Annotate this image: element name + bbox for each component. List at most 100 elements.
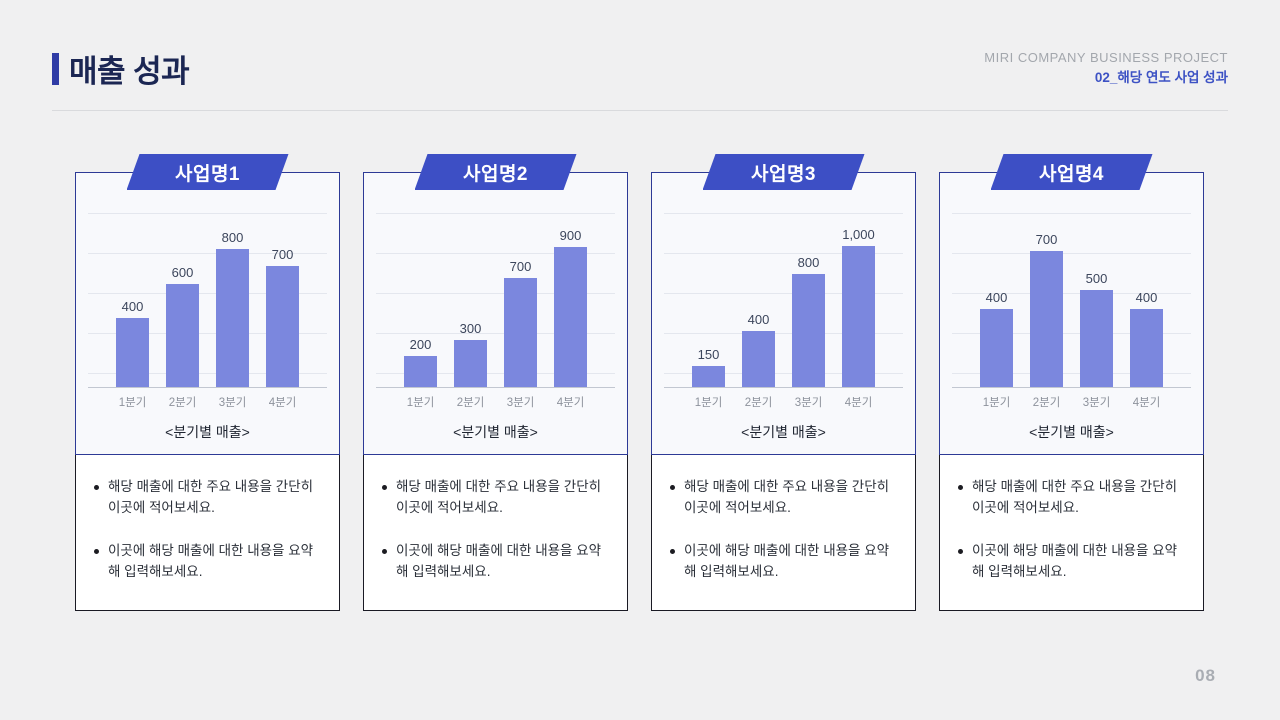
chart-plot-area: 150 400 800 1,000 bbox=[664, 213, 903, 388]
banner-1: 사업명1 bbox=[127, 154, 289, 190]
bullet-item: 해당 매출에 대한 주요 내용을 간단히 이곳에 적어보세요. bbox=[382, 477, 611, 519]
bar-column: 800 bbox=[216, 230, 249, 387]
brand-block: MIRI COMPANY BUSINESS PROJECT 02_해당 연도 사… bbox=[984, 46, 1228, 88]
banner-4: 사업명4 bbox=[991, 154, 1153, 190]
x-axis-label: 4분기 bbox=[1132, 397, 1161, 409]
bar bbox=[116, 318, 149, 387]
banner-2: 사업명2 bbox=[415, 154, 577, 190]
bar-value-label: 700 bbox=[271, 247, 294, 262]
bar bbox=[454, 340, 487, 387]
chart-panel-4: 사업명4 400 700 500 400 1분기 2분기 3분기 4분기 <분기별 매출> bbox=[939, 172, 1204, 455]
x-axis-label: 1분기 bbox=[118, 397, 147, 409]
bar-value-label: 700 bbox=[509, 259, 532, 274]
bar-value-label: 800 bbox=[221, 230, 244, 245]
bar bbox=[404, 356, 437, 387]
bar-column: 400 bbox=[980, 290, 1013, 387]
bar-value-label: 300 bbox=[459, 321, 482, 336]
x-axis-label: 3분기 bbox=[1082, 397, 1111, 409]
bar-value-label: 900 bbox=[559, 228, 582, 243]
bar bbox=[742, 331, 775, 387]
bar-value-label: 150 bbox=[697, 347, 720, 362]
bar bbox=[842, 246, 875, 387]
banner-3: 사업명3 bbox=[703, 154, 865, 190]
bar-column: 900 bbox=[554, 228, 587, 387]
bullet-item: 이곳에 해당 매출에 대한 내용을 요약해 입력해보세요. bbox=[382, 541, 611, 583]
x-axis-label: 2분기 bbox=[456, 397, 485, 409]
business-card-4: 사업명4 400 700 500 400 1분기 2분기 3분기 4분기 <분기별 매출> … bbox=[939, 172, 1204, 611]
bullet-text: 해당 매출에 대한 주요 내용을 간단히 이곳에 적어보세요. bbox=[108, 479, 314, 515]
bar bbox=[692, 366, 725, 387]
bullet-text: 이곳에 해당 매출에 대한 내용을 요약해 입력해보세요. bbox=[972, 542, 1178, 579]
notes-panel-2: 해당 매출에 대한 주요 내용을 간단히 이곳에 적어보세요. 이곳에 해당 매… bbox=[363, 455, 628, 611]
bullet-text: 이곳에 해당 매출에 대한 내용을 요약해 입력해보세요. bbox=[108, 542, 314, 579]
title-block: 매출 성과 bbox=[52, 46, 190, 91]
bullet-item: 해당 매출에 대한 주요 내용을 간단히 이곳에 적어보세요. bbox=[958, 477, 1187, 519]
page-number: 08 bbox=[1195, 666, 1216, 685]
chart-panel-1: 사업명1 400 600 800 700 1분기 2분기 3분기 4분기 <분기별 매출> bbox=[75, 172, 340, 455]
bar-value-label: 400 bbox=[985, 290, 1008, 305]
bar bbox=[266, 266, 299, 387]
x-axis-labels: 1분기 2분기 3분기 4분기 bbox=[664, 394, 903, 410]
chart-caption: <분기별 매출> bbox=[741, 424, 826, 440]
bullet-text: 이곳에 해당 매출에 대한 내용을 요약해 입력해보세요. bbox=[396, 542, 602, 579]
x-axis-label: 1분기 bbox=[982, 397, 1011, 409]
bar-chart-2: 200 300 700 900 1분기 2분기 3분기 4분기 bbox=[376, 213, 615, 410]
x-axis-label: 2분기 bbox=[1032, 397, 1061, 409]
x-axis-label: 3분기 bbox=[218, 397, 247, 409]
bar-column: 1,000 bbox=[842, 227, 875, 387]
x-axis-labels: 1분기 2분기 3분기 4분기 bbox=[952, 394, 1191, 410]
bar-column: 400 bbox=[742, 312, 775, 387]
bar-value-label: 400 bbox=[121, 299, 144, 314]
bar bbox=[1080, 290, 1113, 387]
bar-column: 800 bbox=[792, 255, 825, 387]
bar-value-label: 700 bbox=[1035, 232, 1058, 247]
chart-plot-area: 400 600 800 700 bbox=[88, 213, 327, 388]
notes-panel-4: 해당 매출에 대한 주요 내용을 간단히 이곳에 적어보세요. 이곳에 해당 매… bbox=[939, 455, 1204, 611]
cards-row: 사업명1 400 600 800 700 1분기 2분기 3분기 4분기 <분기별 매출> … bbox=[75, 172, 1204, 611]
bullet-dot-icon bbox=[670, 548, 675, 554]
bar-value-label: 200 bbox=[409, 337, 432, 352]
x-axis-label: 3분기 bbox=[794, 397, 823, 409]
bar-column: 300 bbox=[454, 321, 487, 387]
bullet-item: 이곳에 해당 매출에 대한 내용을 요약해 입력해보세요. bbox=[958, 541, 1187, 583]
page-title: 매출 성과 bbox=[69, 54, 190, 89]
bullet-dot-icon bbox=[958, 548, 963, 554]
bar-column: 150 bbox=[692, 347, 725, 387]
notes-panel-3: 해당 매출에 대한 주요 내용을 간단히 이곳에 적어보세요. 이곳에 해당 매… bbox=[651, 455, 916, 611]
chart-plot-area: 200 300 700 900 bbox=[376, 213, 615, 388]
x-axis-label: 2분기 bbox=[168, 397, 197, 409]
chart-caption: <분기별 매출> bbox=[165, 424, 250, 440]
bullet-item: 해당 매출에 대한 주요 내용을 간단히 이곳에 적어보세요. bbox=[94, 477, 323, 519]
bullet-dot-icon bbox=[94, 548, 99, 554]
bar bbox=[554, 247, 587, 387]
chart-caption: <분기별 매출> bbox=[453, 424, 538, 440]
bar-column: 500 bbox=[1080, 271, 1113, 387]
x-axis-label: 4분기 bbox=[268, 397, 297, 409]
bullet-text: 해당 매출에 대한 주요 내용을 간단히 이곳에 적어보세요. bbox=[972, 479, 1178, 515]
bar-value-label: 400 bbox=[1135, 290, 1158, 305]
bar-column: 700 bbox=[266, 247, 299, 387]
bullet-item: 이곳에 해당 매출에 대한 내용을 요약해 입력해보세요. bbox=[670, 541, 899, 583]
bar-column: 400 bbox=[116, 299, 149, 387]
bar-value-label: 500 bbox=[1085, 271, 1108, 286]
bar-column: 700 bbox=[504, 259, 537, 387]
business-card-2: 사업명2 200 300 700 900 1분기 2분기 3분기 4분기 <분기별 매출> … bbox=[363, 172, 628, 611]
bar-value-label: 1,000 bbox=[842, 227, 875, 242]
bullet-dot-icon bbox=[958, 485, 963, 490]
title-accent-bar bbox=[52, 52, 59, 85]
bar-value-label: 800 bbox=[797, 255, 820, 270]
bullet-text: 해당 매출에 대한 주요 내용을 간단히 이곳에 적어보세요. bbox=[684, 479, 890, 515]
chart-panel-2: 사업명2 200 300 700 900 1분기 2분기 3분기 4분기 <분기별 매출> bbox=[363, 172, 628, 455]
header-divider bbox=[52, 110, 1228, 111]
bar-column: 200 bbox=[404, 337, 437, 387]
business-card-1: 사업명1 400 600 800 700 1분기 2분기 3분기 4분기 <분기별 매출> … bbox=[75, 172, 340, 611]
bullet-text: 해당 매출에 대한 주요 내용을 간단히 이곳에 적어보세요. bbox=[396, 479, 602, 515]
bullet-dot-icon bbox=[382, 548, 387, 554]
x-axis-label: 4분기 bbox=[556, 397, 585, 409]
x-axis-label: 3분기 bbox=[506, 397, 535, 409]
business-card-3: 사업명3 150 400 800 1,000 1분기 2분기 3분기 4분기 <분기별 매출… bbox=[651, 172, 916, 611]
bar bbox=[1030, 251, 1063, 387]
bar bbox=[980, 309, 1013, 387]
x-axis-labels: 1분기 2분기 3분기 4분기 bbox=[88, 394, 327, 410]
